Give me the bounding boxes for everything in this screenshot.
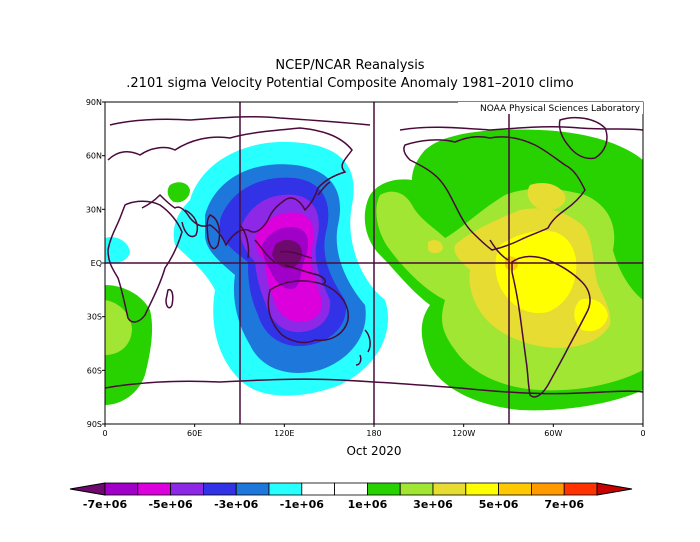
- colorbar-arrow-left: [69, 482, 106, 496]
- chart-subtitle: .2101 sigma Velocity Potential Composite…: [126, 76, 574, 91]
- colorbar-label: 3e+06: [413, 498, 453, 511]
- colorbar-swatch: [170, 482, 204, 496]
- colorbar-label: -7e+06: [83, 498, 128, 511]
- lat-label: 90S: [87, 420, 102, 429]
- lon-label: 120W: [452, 429, 475, 438]
- lat-labels: 90N 60N 30N EQ 30S 60S 90S: [86, 98, 102, 429]
- anomaly-pos-1e6-asia: [167, 182, 190, 203]
- colorbar-arrow-right: [596, 482, 633, 496]
- lon-label: 0: [102, 429, 107, 438]
- grid-lines: [105, 102, 643, 424]
- colorbar-label: 7e+06: [544, 498, 584, 511]
- colorbar-label: 1e+06: [348, 498, 388, 511]
- colorbar-label: -1e+06: [280, 498, 325, 511]
- colorbar-label: -5e+06: [148, 498, 193, 511]
- lon-labels: 0 60E 120E 180 120W 60W 0: [102, 429, 645, 438]
- colorbar-swatch: [137, 482, 172, 496]
- colorbar-swatch: [235, 482, 270, 496]
- coast-newzealand: [355, 329, 371, 366]
- colorbar-label: 5e+06: [479, 498, 519, 511]
- coast-arabia-india: [181, 209, 221, 250]
- colorbar-swatch: [334, 482, 368, 496]
- lat-label: 90N: [86, 98, 102, 107]
- coast-japan: [317, 181, 331, 196]
- coast-south-america: [511, 255, 591, 398]
- coast-central-america: [489, 239, 509, 261]
- anomaly-pos-3e6-pac: [428, 240, 443, 254]
- lon-label: 180: [366, 429, 381, 438]
- coast-africa: [107, 200, 183, 323]
- period-label: Oct 2020: [346, 444, 401, 458]
- colorbar-swatch: [366, 482, 401, 496]
- coast-north-america: [403, 136, 586, 251]
- colorbar: [69, 482, 633, 496]
- lon-label: 60E: [187, 429, 202, 438]
- anomaly-neg-africa: [105, 237, 130, 264]
- coast-antarctica: [105, 378, 643, 395]
- lat-label: 60S: [87, 366, 102, 375]
- coast-se-asia: [239, 224, 326, 286]
- anomaly-fill: [105, 129, 643, 411]
- lon-label: 60W: [544, 429, 562, 438]
- axis-ticks: [102, 101, 644, 427]
- lon-label: 0: [640, 429, 645, 438]
- anomaly-pos-4e6-south: [574, 298, 608, 332]
- colorbar-labels: -7e+06 -5e+06 -3e+06 -1e+06 1e+06 3e+06 5e+06 7…: [83, 498, 584, 511]
- colorbar-swatch: [268, 482, 303, 496]
- anomaly-pos-3e6-north: [527, 183, 566, 211]
- lat-label: 30N: [86, 205, 102, 214]
- lon-label: 120E: [274, 429, 294, 438]
- credit-box: [458, 102, 643, 114]
- lat-label: 30S: [87, 313, 102, 322]
- lat-label: EQ: [91, 259, 102, 268]
- colorbar-swatch: [563, 482, 598, 496]
- chart-title: NCEP/NCAR Reanalysis: [275, 58, 425, 73]
- colorbar-swatch: [465, 482, 499, 496]
- colorbar-swatch: [432, 482, 467, 496]
- credit-label: NOAA Physical Sciences Laboratory: [480, 104, 641, 114]
- coastlines: [105, 115, 643, 398]
- colorbar-swatch: [301, 482, 335, 496]
- colorbar-swatch: [399, 482, 434, 496]
- colorbar-label: -3e+06: [214, 498, 259, 511]
- colorbar-swatch: [531, 482, 565, 496]
- lat-label: 60N: [86, 152, 102, 161]
- colorbar-swatch: [202, 482, 237, 496]
- anomaly-neg-7e6: [272, 239, 303, 269]
- coast-eurasia: [107, 127, 353, 247]
- coast-australia: [267, 280, 349, 344]
- anomaly-pos-2e6-west: [105, 300, 132, 355]
- colorbar-swatch: [104, 482, 139, 496]
- coast-greenland: [558, 116, 608, 160]
- colorbar-swatch: [498, 482, 532, 496]
- coast-madagascar: [165, 288, 174, 309]
